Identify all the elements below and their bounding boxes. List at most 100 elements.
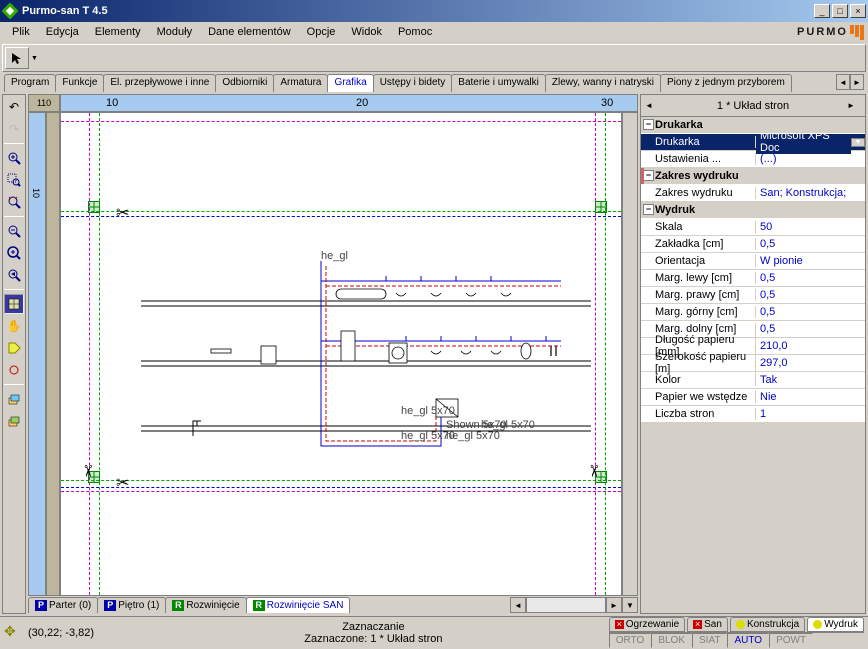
tabs-scroll-right[interactable]: ► <box>850 74 864 90</box>
minimize-button[interactable]: _ <box>814 4 830 18</box>
top-tab-4[interactable]: Armatura <box>273 74 328 92</box>
props-row[interactable]: Ustawienia ...(...) <box>641 151 865 168</box>
props-value[interactable]: 0,5 <box>756 272 865 284</box>
bottom-tab-3[interactable]: RRozwinięcie SAN <box>246 597 351 613</box>
zoom-plus-icon[interactable] <box>4 243 24 263</box>
scroll-down-button[interactable]: ▼ <box>622 597 638 613</box>
bottom-tab-1[interactable]: PPiętro (1) <box>97 597 166 613</box>
status-mode-blok[interactable]: BLOK <box>651 633 692 648</box>
status-mode-orto[interactable]: ORTO <box>609 633 652 648</box>
top-tab-9[interactable]: Piony z jednym przyborem <box>660 74 792 92</box>
props-value[interactable]: 50 <box>756 221 865 233</box>
circle-tool-icon[interactable] <box>4 360 24 380</box>
top-tab-5[interactable]: Grafika <box>327 74 373 92</box>
redo-icon[interactable]: ↷ <box>4 119 24 139</box>
top-tab-3[interactable]: Odbiorniki <box>215 74 274 92</box>
logo: PURMO <box>797 25 864 40</box>
menu-plik[interactable]: Plik <box>4 24 38 40</box>
drawing-canvas[interactable]: ✂✂✂✂ he_gl 5x70 Shown 5x70he_gl 5x70 he_… <box>60 112 622 596</box>
zoom-in-icon[interactable] <box>4 148 24 168</box>
top-tab-0[interactable]: Program <box>4 74 56 92</box>
status-tab-0[interactable]: Ogrzewanie <box>609 617 685 632</box>
tool-dropdown[interactable]: ▼ <box>31 55 38 62</box>
top-tab-6[interactable]: Ustępy i bidety <box>373 74 453 92</box>
props-value[interactable]: 1 <box>756 408 865 420</box>
layers-alt-icon[interactable] <box>4 411 24 431</box>
props-row[interactable]: Marg. górny [cm]0,5 <box>641 304 865 321</box>
props-row[interactable]: Skala50 <box>641 219 865 236</box>
grid-icon[interactable] <box>4 294 24 314</box>
props-key: Orientacja <box>641 255 756 267</box>
zoom-window-icon[interactable] <box>4 170 24 190</box>
tabs-scroll-left[interactable]: ◄ <box>836 74 850 90</box>
menu-widok[interactable]: Widok <box>343 24 390 40</box>
props-value[interactable]: Tak <box>756 374 865 386</box>
props-value[interactable]: W pionie <box>756 255 865 267</box>
tag-icon[interactable] <box>4 338 24 358</box>
props-value[interactable]: San; Konstrukcja; <box>756 187 865 199</box>
zoom-fit-icon[interactable] <box>4 192 24 212</box>
top-tab-1[interactable]: Funkcje <box>55 74 104 92</box>
props-section-head[interactable]: Zakres wydruku <box>641 168 865 185</box>
props-value[interactable]: 0,5 <box>756 306 865 318</box>
props-value[interactable]: 0,5 <box>756 238 865 250</box>
layers-icon[interactable] <box>4 389 24 409</box>
props-value[interactable]: 297,0 <box>756 357 865 369</box>
props-value[interactable]: (...) <box>756 153 865 165</box>
status-mode-siat[interactable]: SIAT <box>692 633 727 648</box>
props-row[interactable]: Marg. lewy [cm]0,5 <box>641 270 865 287</box>
props-row[interactable]: OrientacjaW pionie <box>641 253 865 270</box>
props-row[interactable]: Papier we wstędzeNie <box>641 389 865 406</box>
menu-moduly[interactable]: Moduły <box>149 24 200 40</box>
scrollbar-vertical[interactable] <box>622 112 638 596</box>
menu-opcje[interactable]: Opcje <box>299 24 344 40</box>
pan-icon[interactable]: ✋ <box>4 316 24 336</box>
crop-marker[interactable] <box>88 201 100 213</box>
zoom-out-icon[interactable] <box>4 221 24 241</box>
props-row[interactable]: DrukarkaMicrosoft XPS Doc▼ <box>641 134 865 151</box>
status-tab-3[interactable]: Wydruk <box>807 617 864 632</box>
props-title: 1 * Układ stron <box>659 100 847 112</box>
undo-icon[interactable]: ↶ <box>4 97 24 117</box>
maximize-button[interactable]: □ <box>832 4 848 18</box>
props-value[interactable]: 0,5 <box>756 323 865 335</box>
props-row[interactable]: Zakładka [cm]0,5 <box>641 236 865 253</box>
status-tab-2[interactable]: Konstrukcja <box>730 617 805 632</box>
ruler-vertical[interactable]: 10 <box>28 112 46 596</box>
status-mode-auto[interactable]: AUTO <box>727 633 769 648</box>
scroll-left-button[interactable]: ◄ <box>510 597 526 613</box>
props-row[interactable]: Liczba stron1 <box>641 406 865 423</box>
zoom-prev-icon[interactable] <box>4 265 24 285</box>
menu-elementy[interactable]: Elementy <box>87 24 149 40</box>
props-row[interactable]: Marg. prawy [cm]0,5 <box>641 287 865 304</box>
scroll-right-button[interactable]: ► <box>606 597 622 613</box>
props-row[interactable]: KolorTak <box>641 372 865 389</box>
menu-pomoc[interactable]: Pomoc <box>390 24 440 40</box>
props-dropdown-button[interactable]: ▼ <box>851 138 865 147</box>
status-mode-powt[interactable]: POWT <box>769 633 813 648</box>
pointer-tool[interactable] <box>5 47 29 69</box>
props-section-head[interactable]: Wydruk <box>641 202 865 219</box>
props-value[interactable]: Nie <box>756 391 865 403</box>
top-tab-2[interactable]: El. przepływowe i inne <box>103 74 216 92</box>
props-row[interactable]: Zakres wydrukuSan; Konstrukcja; <box>641 185 865 202</box>
status-action: Zaznaczanie <box>138 621 609 633</box>
scrollbar-horizontal[interactable] <box>526 597 606 613</box>
top-tab-7[interactable]: Baterie i umywalki <box>451 74 546 92</box>
close-button[interactable]: × <box>850 4 866 18</box>
props-key: Ustawienia ... <box>641 153 756 165</box>
props-section-head[interactable]: Drukarka <box>641 117 865 134</box>
props-prev-button[interactable]: ◄ <box>645 101 659 110</box>
menu-dane[interactable]: Dane elementów <box>200 24 299 40</box>
props-row[interactable]: Szerokość papieru [m]297,0 <box>641 355 865 372</box>
status-tab-1[interactable]: San <box>687 617 728 632</box>
menu-edycja[interactable]: Edycja <box>38 24 87 40</box>
bottom-tab-2[interactable]: RRozwinięcie <box>165 597 246 613</box>
props-value[interactable]: 210,0 <box>756 340 865 352</box>
top-tab-8[interactable]: Zlewy, wanny i natryski <box>545 74 661 92</box>
props-value[interactable]: 0,5 <box>756 289 865 301</box>
crop-marker[interactable] <box>595 201 607 213</box>
ruler-horizontal[interactable]: 102030 <box>60 94 638 112</box>
bottom-tab-0[interactable]: PParter (0) <box>28 597 98 613</box>
props-next-button[interactable]: ► <box>847 101 861 110</box>
